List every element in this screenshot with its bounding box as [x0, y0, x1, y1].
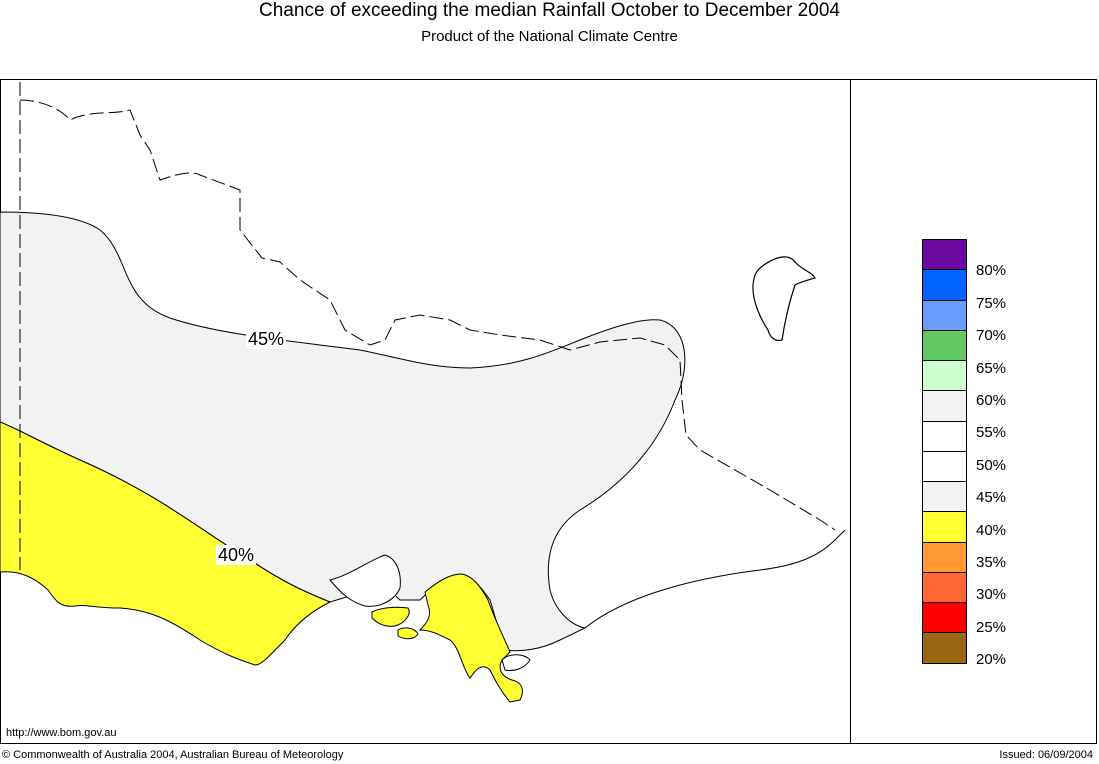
legend-label: 55% [976, 424, 1007, 442]
region-35-40-bay [371, 606, 410, 627]
legend-swatch [922, 511, 967, 543]
contour-label-45: 45% [246, 329, 287, 349]
legend-label: 20% [976, 651, 1007, 669]
copyright-text: © Commonwealth of Australia 2004, Austra… [2, 749, 344, 761]
legend-swatch [922, 632, 967, 664]
legend-label: 50% [976, 456, 1007, 474]
legend-swatch [922, 450, 967, 482]
legend-swatch [922, 390, 967, 422]
legend-label: 75% [976, 294, 1007, 312]
legend-label: 40% [976, 521, 1007, 539]
legend-label: 60% [976, 392, 1007, 409]
inlet-outline [501, 654, 531, 671]
legend-swatch [922, 420, 967, 452]
legend-label: 35% [976, 554, 1007, 571]
legend-swatch [922, 571, 967, 603]
legend-swatch [922, 602, 967, 634]
legend-swatch [922, 299, 967, 331]
legend-label: 25% [976, 618, 1007, 636]
legend-swatch [922, 239, 967, 271]
state-border [19, 82, 836, 570]
region-35-40-west [0, 421, 332, 666]
issued-date: Issued: 06/09/2004 [999, 749, 1093, 761]
legend-label: 65% [976, 359, 1007, 377]
rainfall-map [0, 82, 846, 703]
legend-label: 80% [976, 262, 1007, 280]
peninsula-outline [329, 554, 401, 607]
legend-label: 45% [976, 489, 1007, 507]
legend-swatch [922, 481, 967, 513]
region-35-40-island [397, 627, 419, 640]
legend-divider [850, 79, 851, 744]
legend-label: 70% [976, 327, 1007, 345]
legend-swatch [922, 329, 967, 361]
legend-swatch [922, 541, 967, 573]
coastline-east [584, 529, 846, 629]
map-title: Chance of exceeding the median Rainfall … [259, 0, 840, 21]
legend-label: 30% [976, 586, 1007, 604]
legend-swatch [922, 269, 967, 301]
contour-label-40: 40% [216, 545, 257, 565]
island-outline [752, 256, 816, 342]
region-35-40-east [418, 573, 523, 703]
map-subtitle: Product of the National Climate Centre [421, 28, 678, 45]
legend-swatch [922, 360, 967, 392]
legend-colorbar [922, 239, 967, 664]
source-url[interactable]: http://www.bom.gov.au [6, 727, 117, 739]
